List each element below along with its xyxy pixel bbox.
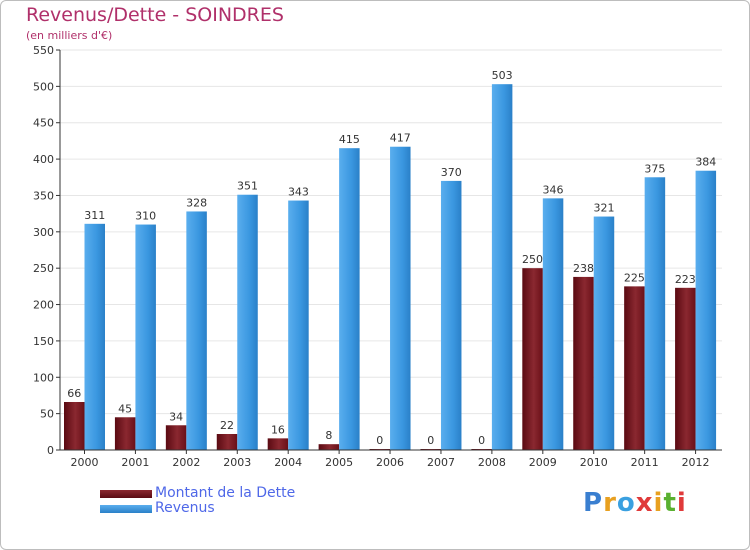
bar-revenue xyxy=(186,211,207,450)
x-tick-label: 2004 xyxy=(274,456,302,469)
x-tick-label: 2008 xyxy=(478,456,506,469)
y-tick-label: 350 xyxy=(33,189,54,202)
bar-revenue xyxy=(84,223,105,450)
x-tick-label: 2000 xyxy=(71,456,99,469)
data-label-revenue: 370 xyxy=(441,166,462,179)
y-tick-label: 100 xyxy=(33,371,54,384)
x-tick-label: 2010 xyxy=(580,456,608,469)
data-label-revenue: 343 xyxy=(288,186,309,199)
y-tick-label: 200 xyxy=(33,299,54,312)
bar-debt xyxy=(675,287,696,450)
bar-revenue xyxy=(339,148,360,450)
data-label-revenue: 375 xyxy=(644,162,665,175)
x-tick-label: 2002 xyxy=(172,456,200,469)
bar-revenue xyxy=(135,224,156,450)
bar-revenue xyxy=(542,198,564,450)
bar-revenue xyxy=(695,170,717,450)
logo-letter: o xyxy=(616,488,636,518)
bar-revenue xyxy=(644,177,666,451)
data-label-revenue: 311 xyxy=(84,209,105,222)
data-label-revenue: 417 xyxy=(390,132,411,145)
bar-revenue xyxy=(390,146,411,450)
legend-swatch-revenue xyxy=(100,505,152,513)
data-label-revenue: 310 xyxy=(135,210,156,223)
x-tick-label: 2001 xyxy=(121,456,149,469)
chart-title: Revenus/Dette - SOINDRES xyxy=(26,4,284,26)
data-label-debt: 8 xyxy=(325,429,332,442)
bar-debt xyxy=(318,444,340,450)
chart-subtitle: (en milliers d'€) xyxy=(26,29,113,42)
data-label-revenue: 346 xyxy=(543,183,564,196)
bar-debt xyxy=(624,286,645,450)
logo-letter: x xyxy=(635,488,654,518)
data-label-debt: 16 xyxy=(271,423,285,436)
x-tick-label: 2011 xyxy=(631,456,659,469)
data-label-revenue: 321 xyxy=(593,202,614,215)
bar-debt xyxy=(216,434,238,450)
data-label-debt: 238 xyxy=(573,262,594,275)
x-tick-label: 2003 xyxy=(223,456,251,469)
bar-debt xyxy=(64,402,85,450)
bar-debt xyxy=(522,268,543,450)
logo-letter: r xyxy=(603,488,617,518)
legend-swatch-debt xyxy=(100,490,152,498)
data-label-revenue: 415 xyxy=(339,133,360,146)
logo-letter: i xyxy=(676,488,687,518)
legend-label-debt: Montant de la Dette xyxy=(155,485,296,501)
y-tick-label: 50 xyxy=(40,408,54,421)
data-label-debt: 0 xyxy=(478,434,485,447)
x-tick-label: 2006 xyxy=(376,456,404,469)
x-tick-label: 2007 xyxy=(427,456,455,469)
logo-letter: t xyxy=(663,488,677,518)
proxiti-logo: Proxiti xyxy=(583,488,687,518)
y-tick-label: 0 xyxy=(47,444,54,457)
bar-revenue xyxy=(440,180,462,450)
x-tick-label: 2012 xyxy=(682,456,710,469)
bar-revenue xyxy=(593,216,615,450)
logo-letter: i xyxy=(653,488,664,518)
bar-debt xyxy=(114,417,136,450)
data-label-revenue: 503 xyxy=(492,69,513,82)
data-label-debt: 250 xyxy=(522,253,543,266)
data-label-revenue: 351 xyxy=(237,180,258,193)
data-label-revenue: 384 xyxy=(695,156,716,169)
y-tick-label: 450 xyxy=(33,117,54,130)
bar-revenue xyxy=(491,84,513,450)
y-tick-label: 550 xyxy=(33,44,54,57)
x-tick-label: 2005 xyxy=(325,456,353,469)
data-label-debt: 22 xyxy=(220,419,234,432)
data-label-debt: 0 xyxy=(376,434,383,447)
y-tick-label: 300 xyxy=(33,226,54,239)
logo-letter: P xyxy=(583,488,604,518)
y-tick-label: 250 xyxy=(33,262,54,275)
y-tick-label: 150 xyxy=(33,335,54,348)
bar-debt xyxy=(165,425,187,450)
data-label-debt: 66 xyxy=(67,387,81,400)
bar-revenue xyxy=(237,194,258,450)
y-tick-label: 500 xyxy=(33,80,54,93)
bar-debt xyxy=(267,438,289,450)
data-label-revenue: 328 xyxy=(186,196,207,209)
data-label-debt: 223 xyxy=(675,273,696,286)
bar-debt xyxy=(573,276,594,450)
y-tick-label: 400 xyxy=(33,153,54,166)
x-tick-label: 2009 xyxy=(529,456,557,469)
data-label-debt: 0 xyxy=(427,434,434,447)
legend-label-revenue: Revenus xyxy=(155,500,215,516)
bar-revenue xyxy=(288,200,309,450)
data-label-debt: 45 xyxy=(118,402,132,415)
data-label-debt: 34 xyxy=(169,410,183,423)
data-label-debt: 225 xyxy=(624,271,645,284)
